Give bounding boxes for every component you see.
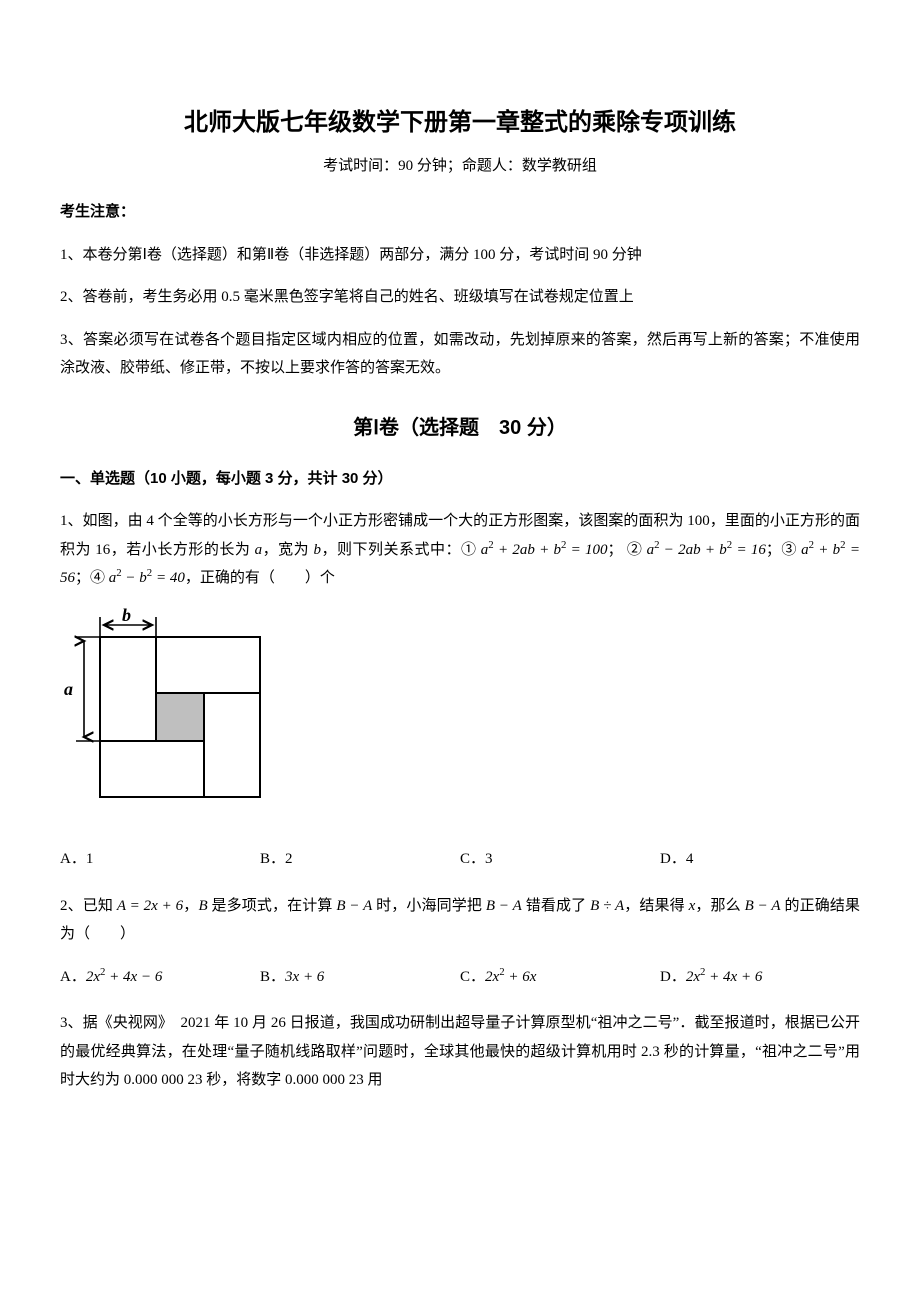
q1-rect-tl <box>100 637 156 741</box>
notice-item-2: 2、答卷前，考生务必用 0.5 毫米黑色签字笔将自己的姓名、班级填写在试卷规定位… <box>60 283 860 312</box>
q1-choices: A．1 B．2 C．3 D．4 <box>60 845 860 874</box>
q2-choice-b: B．3x + 6 <box>260 963 460 992</box>
q2-mid4: 错看成了 <box>522 898 590 914</box>
notice-item-1: 1、本卷分第Ⅰ卷（选择题）和第Ⅱ卷（非选择题）两部分，满分 100 分，考试时间… <box>60 241 860 270</box>
q1-var-b: b <box>313 542 321 558</box>
q2-BdivA: B ÷ A <box>590 898 624 914</box>
q1-expr-1: a2 + 2ab + b2 = 100 <box>481 542 608 558</box>
q2-mid1: ， <box>183 898 198 914</box>
q2-BA1: B − A <box>336 898 372 914</box>
q1-rect-br <box>204 693 260 797</box>
q1-stem-mid1: ，宽为 <box>262 542 313 558</box>
q2-choices: A．2x2 + 4x − 6 B．3x + 6 C．2x2 + 6x D．2x2… <box>60 963 860 992</box>
q2-pre: 2、已知 <box>60 898 117 914</box>
q2-choice-c-label: C． <box>460 969 485 985</box>
q2-A-expr: A = 2x + 6 <box>117 898 183 914</box>
q2-mid5: ，结果得 <box>624 898 688 914</box>
q2-mid2: 是多项式，在计算 <box>208 898 337 914</box>
q2-BA3: B − A <box>745 898 781 914</box>
q2-choice-b-label: B． <box>260 969 285 985</box>
q1-rect-tr <box>156 637 260 693</box>
q2-choice-b-expr: 3x + 6 <box>285 969 324 985</box>
q1-expr-2: a2 − 2ab + b2 = 16 <box>647 542 766 558</box>
q3-stem: 3、据《央视网》 2021 年 10 月 26 日报道，我国成功研制出超导量子计… <box>60 1009 860 1095</box>
doc-subtitle: 考试时间：90 分钟；命题人：数学教研组 <box>60 152 860 181</box>
q2-B: B <box>198 898 207 914</box>
q1-tail: ，正确的有（ ）个 <box>185 570 335 586</box>
q1-choice-c: C．3 <box>460 845 660 874</box>
q1-choice-a: A．1 <box>60 845 260 874</box>
part-1-heading: 一、单选题（10 小题，每小题 3 分，共计 30 分） <box>60 465 860 494</box>
q1-sep1: ； <box>608 542 623 558</box>
q2-mid6: ，那么 <box>695 898 744 914</box>
q1-sep2: ；③ <box>766 542 801 558</box>
q2-choice-a-expr: 2x2 + 4x − 6 <box>86 969 163 985</box>
q2-choice-a: A．2x2 + 4x − 6 <box>60 963 260 992</box>
q2-choice-a-label: A． <box>60 969 86 985</box>
q1-figure: b a <box>60 607 860 828</box>
q1-choice-d: D．4 <box>660 845 860 874</box>
q1-inner-square <box>156 693 204 741</box>
notice-heading: 考生注意： <box>60 198 860 227</box>
q1-stem-mid2: ，则下列关系式中：① <box>321 542 481 558</box>
q1-label-b: b <box>122 607 131 625</box>
q2-BA2: B − A <box>486 898 522 914</box>
q1-stem-line2-pre: ② <box>627 542 647 558</box>
q2-choice-d-expr: 2x2 + 4x + 6 <box>686 969 763 985</box>
q1-stem: 1、如图，由 4 个全等的小长方形与一个小正方形密铺成一个大的正方形图案，该图案… <box>60 507 860 593</box>
doc-title: 北师大版七年级数学下册第一章整式的乘除专项训练 <box>60 100 860 146</box>
q1-expr-4: a2 − b2 = 40 <box>109 570 185 586</box>
q1-label-a: a <box>64 679 73 699</box>
q2-choice-c: C．2x2 + 6x <box>460 963 660 992</box>
notice-item-3: 3、答案必须写在试卷各个题目指定区域内相应的位置，如需改动，先划掉原来的答案，然… <box>60 326 860 383</box>
q2-stem: 2、已知 A = 2x + 6，B 是多项式，在计算 B − A 时，小海同学把… <box>60 892 860 949</box>
q1-figure-svg: b a <box>60 607 270 817</box>
q1-choice-b: B．2 <box>260 845 460 874</box>
q1-rect-bl <box>100 741 204 797</box>
section-1-heading: 第Ⅰ卷（选择题 30 分） <box>60 409 860 447</box>
q2-choice-c-expr: 2x2 + 6x <box>485 969 536 985</box>
q2-choice-d: D．2x2 + 4x + 6 <box>660 963 860 992</box>
q2-choice-d-label: D． <box>660 969 686 985</box>
q2-mid3: 时，小海同学把 <box>372 898 486 914</box>
q1-sep3: ；④ <box>75 570 109 586</box>
